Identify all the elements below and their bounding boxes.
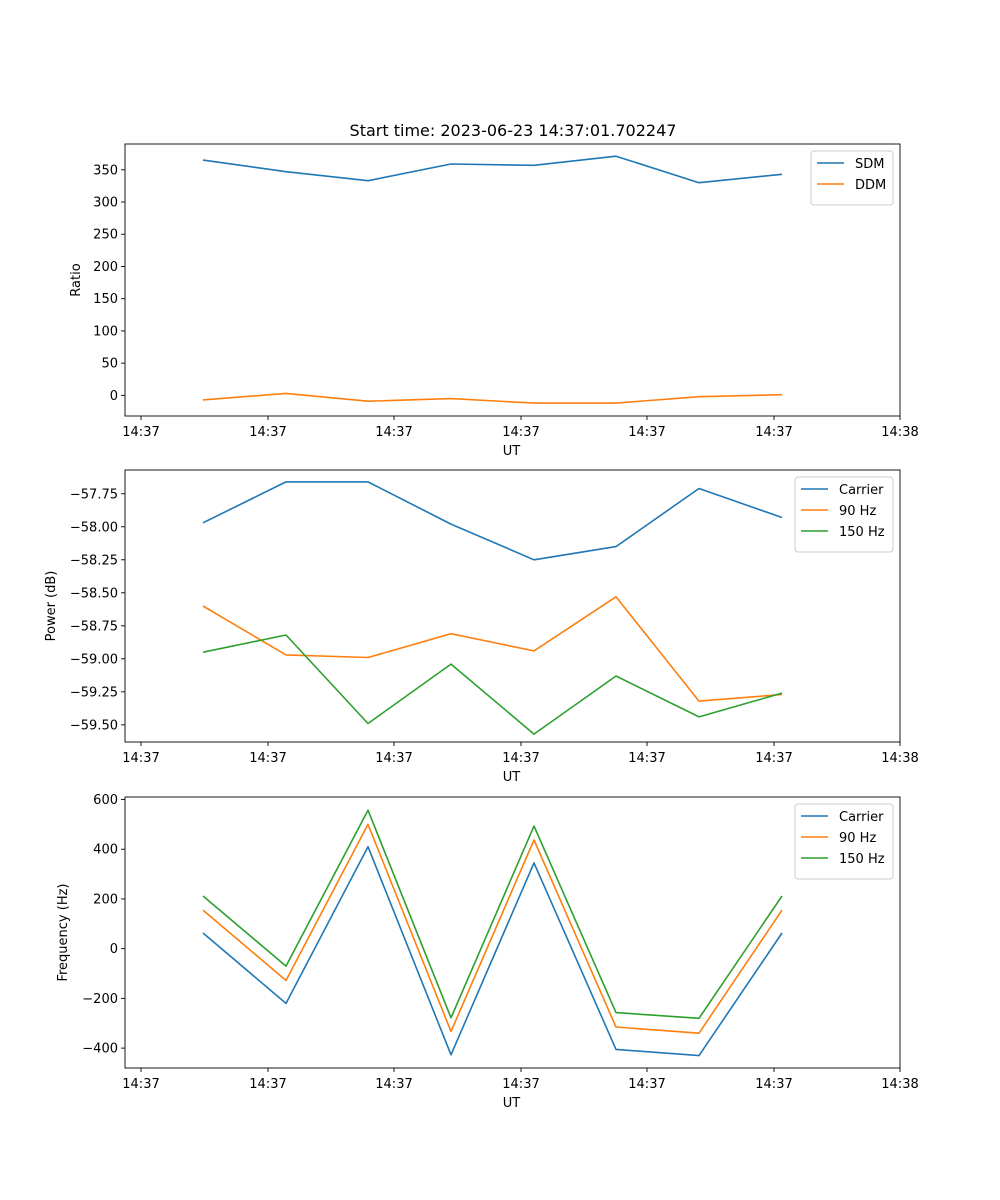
y-tick-label: −58.50 [70, 586, 118, 601]
x-tick-label: 14:37 [502, 751, 539, 766]
legend-box [794, 803, 894, 880]
series-line-90-hz [202, 595, 783, 702]
legend-entry-150-hz: 150 Hz [839, 525, 885, 540]
x-tick-label: 14:37 [375, 425, 412, 440]
y-tick-label: 0 [110, 942, 118, 957]
y-tick-label: −58.00 [70, 520, 118, 535]
x-tick-label: 14:37 [122, 425, 159, 440]
x-tick-label: 14:37 [122, 751, 159, 766]
x-tick-label: 14:37 [122, 1077, 159, 1092]
y-tick-label: 0 [110, 389, 118, 404]
series-line-carrier [202, 845, 783, 1057]
y-axis-label: Frequency (Hz) [56, 883, 71, 981]
y-tick-label: 350 [93, 163, 118, 178]
x-axis-label: UT [503, 444, 521, 459]
y-tick-label: 400 [93, 843, 118, 858]
x-tick-label: 14:37 [755, 751, 792, 766]
legend-entry-90-hz: 90 Hz [839, 504, 876, 519]
chart-panel-3: 14:37 14:37 14:37 14:37 14:37 14:37 14:38 600 40… [56, 793, 919, 1111]
x-tick-label: 14:38 [881, 1077, 918, 1092]
legend: SDM DDM [810, 150, 894, 206]
legend-box [794, 476, 894, 553]
legend-entry-carrier: Carrier [839, 810, 884, 825]
series-line-sdm [202, 155, 783, 184]
x-tick-label: 14:37 [249, 751, 286, 766]
y-axis-label: Ratio [69, 263, 84, 296]
y-tick-label: 250 [93, 228, 118, 243]
legend-box [810, 150, 894, 206]
y-axis-label: Power (dB) [44, 571, 59, 642]
series-line-90-hz [202, 823, 783, 1034]
legend-entry-150-hz: 150 Hz [839, 852, 885, 867]
y-tick-label: −58.25 [70, 553, 118, 568]
x-axis-label: UT [503, 1096, 521, 1111]
legend: Carrier 90 Hz 150 Hz [794, 476, 894, 553]
y-tick-label: −57.75 [70, 487, 118, 502]
x-tick-label: 14:38 [881, 751, 918, 766]
legend-entry-carrier: Carrier [839, 483, 884, 498]
y-tick-label: 150 [93, 292, 118, 307]
chart-panels: 14:37 14:37 14:37 14:37 14:37 14:37 14:38 0 50 10… [44, 143, 919, 1111]
y-tick-label: −400 [82, 1042, 118, 1057]
x-tick-label: 14:38 [881, 425, 918, 440]
x-tick-label: 14:37 [502, 1077, 539, 1092]
figure-title: Start time: 2023-06-23 14:37:01.702247 [350, 121, 677, 140]
y-tick-label: 200 [93, 892, 118, 907]
series-line-150-hz [202, 634, 783, 735]
y-tick-label: 50 [101, 357, 118, 372]
x-tick-label: 14:37 [755, 1077, 792, 1092]
series-line-150-hz [202, 809, 783, 1020]
x-tick-label: 14:37 [249, 1077, 286, 1092]
x-tick-label: 14:37 [375, 751, 412, 766]
x-axis-label: UT [503, 770, 521, 785]
y-tick-label: −59.00 [70, 652, 118, 667]
legend-entry-90-hz: 90 Hz [839, 831, 876, 846]
legend: Carrier 90 Hz 150 Hz [794, 803, 894, 880]
axes-frame [124, 469, 901, 743]
x-tick-label: 14:37 [628, 425, 665, 440]
y-tick-label: −200 [82, 992, 118, 1007]
x-tick-label: 14:37 [628, 1077, 665, 1092]
y-tick-label: −58.75 [70, 619, 118, 634]
series-line-ddm [202, 392, 783, 404]
chart-panel-2: 14:37 14:37 14:37 14:37 14:37 14:37 14:38 −57.7… [44, 469, 919, 785]
legend-entry-sdm: SDM [855, 157, 884, 172]
legend-entry-ddm: DDM [855, 178, 886, 193]
y-tick-label: 600 [93, 793, 118, 808]
y-tick-label: 100 [93, 324, 118, 339]
x-tick-label: 14:37 [249, 425, 286, 440]
y-tick-label: −59.50 [70, 718, 118, 733]
y-tick-label: 300 [93, 196, 118, 211]
series-line-carrier [202, 481, 783, 561]
chart-panel-1: 14:37 14:37 14:37 14:37 14:37 14:37 14:38 0 50 10… [69, 143, 919, 459]
axes-frame [124, 796, 901, 1069]
x-tick-label: 14:37 [502, 425, 539, 440]
x-tick-label: 14:37 [755, 425, 792, 440]
x-tick-label: 14:37 [628, 751, 665, 766]
axes-frame [124, 143, 901, 417]
x-tick-label: 14:37 [375, 1077, 412, 1092]
y-tick-label: −59.25 [70, 685, 118, 700]
y-tick-label: 200 [93, 260, 118, 275]
